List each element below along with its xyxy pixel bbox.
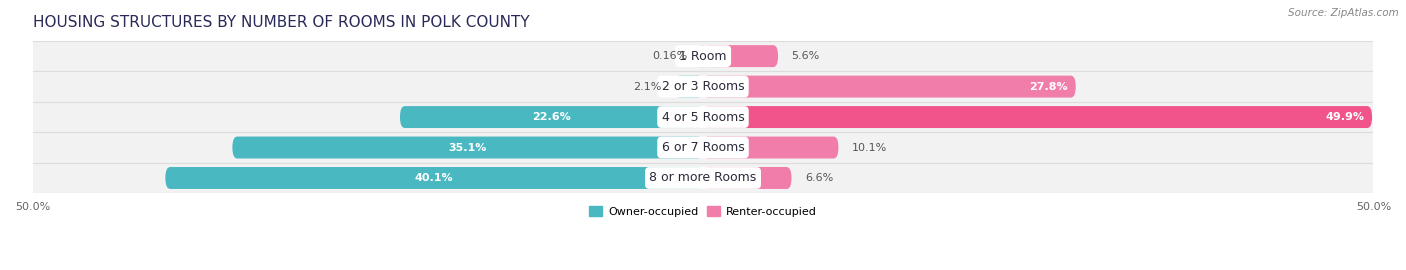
Text: 40.1%: 40.1% (415, 173, 454, 183)
FancyBboxPatch shape (32, 102, 1374, 132)
FancyBboxPatch shape (166, 167, 703, 189)
Text: 49.9%: 49.9% (1324, 112, 1364, 122)
Text: 6 or 7 Rooms: 6 or 7 Rooms (662, 141, 744, 154)
Text: 35.1%: 35.1% (449, 143, 486, 153)
Text: HOUSING STRUCTURES BY NUMBER OF ROOMS IN POLK COUNTY: HOUSING STRUCTURES BY NUMBER OF ROOMS IN… (32, 15, 529, 30)
FancyBboxPatch shape (232, 137, 703, 158)
Text: 10.1%: 10.1% (852, 143, 887, 153)
FancyBboxPatch shape (703, 167, 792, 189)
Text: 5.6%: 5.6% (792, 51, 820, 61)
Text: 4 or 5 Rooms: 4 or 5 Rooms (662, 110, 744, 124)
Legend: Owner-occupied, Renter-occupied: Owner-occupied, Renter-occupied (585, 201, 821, 221)
FancyBboxPatch shape (703, 45, 778, 67)
FancyBboxPatch shape (703, 137, 838, 158)
Text: Source: ZipAtlas.com: Source: ZipAtlas.com (1288, 8, 1399, 18)
Text: 2.1%: 2.1% (633, 82, 661, 92)
FancyBboxPatch shape (32, 71, 1374, 102)
FancyBboxPatch shape (675, 76, 703, 97)
FancyBboxPatch shape (32, 41, 1374, 71)
Text: 1 Room: 1 Room (679, 50, 727, 63)
FancyBboxPatch shape (703, 106, 1372, 128)
FancyBboxPatch shape (703, 76, 1076, 97)
Text: 22.6%: 22.6% (531, 112, 571, 122)
FancyBboxPatch shape (699, 45, 706, 67)
Text: 0.16%: 0.16% (652, 51, 688, 61)
Text: 8 or more Rooms: 8 or more Rooms (650, 171, 756, 184)
Text: 27.8%: 27.8% (1029, 82, 1067, 92)
FancyBboxPatch shape (32, 132, 1374, 163)
Text: 6.6%: 6.6% (804, 173, 834, 183)
FancyBboxPatch shape (32, 163, 1374, 193)
Text: 2 or 3 Rooms: 2 or 3 Rooms (662, 80, 744, 93)
FancyBboxPatch shape (399, 106, 703, 128)
